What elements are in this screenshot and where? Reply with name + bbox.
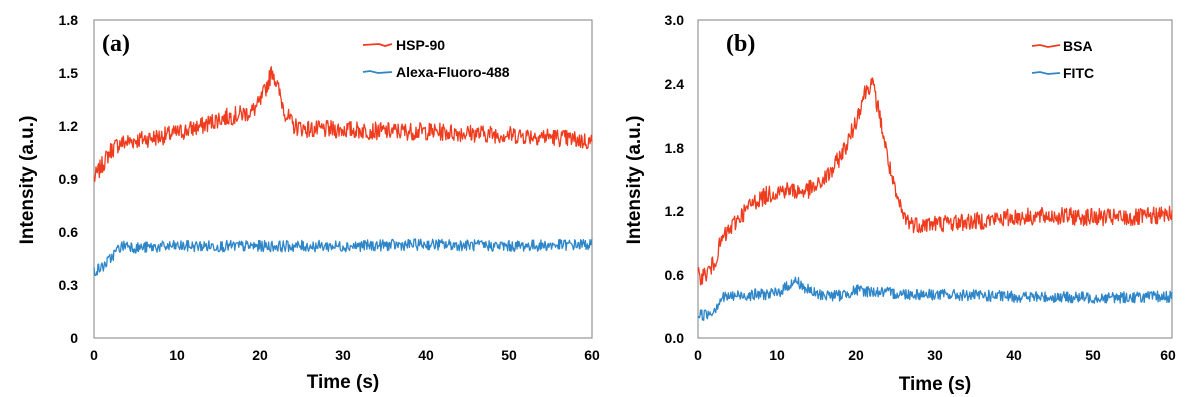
y-tick-label: 1.8 [59, 12, 79, 28]
legend-label-bsa: BSA [1063, 38, 1093, 54]
y-tick-label: 1.2 [665, 203, 685, 219]
x-tick-label: 60 [584, 347, 600, 363]
x-tick-label: 10 [169, 347, 185, 363]
y-tick-label: 1.2 [59, 118, 79, 134]
series-group-a [93, 66, 593, 277]
y-tick-label: 1.5 [59, 65, 79, 81]
plot-area-b [697, 19, 1173, 339]
legend-swatch-fitc [1031, 71, 1061, 75]
x-tick-label: 50 [1085, 347, 1101, 363]
x-tick-label: 60 [1160, 347, 1176, 363]
plot-area-a [93, 19, 593, 339]
legend-swatch-alexa-fluoro-488 [362, 70, 393, 74]
y-tick-label: 0 [70, 330, 78, 346]
y-tick-label: 0.9 [59, 171, 79, 187]
series-line-hsp-90 [93, 66, 593, 183]
panel-label-b: (b) [726, 31, 755, 57]
x-tick-label: 30 [927, 347, 943, 363]
y-tick-label: 0.3 [59, 277, 79, 293]
y-tick-label: 0.0 [665, 330, 685, 346]
legend-swatch-bsa [1031, 44, 1061, 48]
x-tick-label: 0 [90, 347, 98, 363]
x-tick-label: 40 [1006, 347, 1022, 363]
legend-b: BSA FITC [1031, 38, 1094, 81]
x-tick-label: 40 [418, 347, 434, 363]
x-axis-title-b: Time (s) [899, 374, 972, 395]
y-ticks-b: 0.0 0.6 1.2 1.8 2.4 3.0 [665, 12, 685, 346]
y-tick-label: 2.4 [665, 76, 685, 92]
panel-label-a: (a) [102, 31, 130, 57]
y-tick-label: 0.6 [665, 267, 685, 283]
legend-label-hsp-90: HSP-90 [396, 37, 445, 53]
legend-a: HSP-90 Alexa-Fluoro-488 [362, 37, 510, 80]
legend-label-alexa-fluoro-488: Alexa-Fluoro-488 [396, 64, 510, 80]
legend-label-fitc: FITC [1063, 65, 1094, 81]
y-tick-label: 3.0 [665, 12, 685, 28]
x-tick-label: 20 [848, 347, 864, 363]
x-tick-label: 30 [335, 347, 351, 363]
panel-b: 0.0 0.6 1.2 1.8 2.4 3.0 0 10 20 30 40 50… [624, 12, 1176, 395]
x-axis-title-a: Time (s) [307, 372, 380, 393]
series-group-b [697, 77, 1173, 321]
x-tick-label: 0 [694, 347, 702, 363]
x-tick-label: 20 [252, 347, 268, 363]
series-line-alexa-fluoro-488 [93, 238, 593, 277]
legend-swatch-hsp-90 [362, 43, 393, 47]
x-tick-label: 50 [501, 347, 517, 363]
y-tick-label: 1.8 [665, 140, 685, 156]
y-ticks-a: 0 0.3 0.6 0.9 1.2 1.5 1.8 [59, 12, 79, 346]
series-line-bsa [697, 77, 1173, 286]
panel-a: 0 0.3 0.6 0.9 1.2 1.5 1.8 0 10 20 30 40 … [17, 12, 600, 393]
y-tick-label: 0.6 [59, 224, 79, 240]
x-tick-label: 10 [769, 347, 785, 363]
y-axis-title-a: Intensity (a.u.) [17, 116, 38, 245]
series-line-fitc [697, 276, 1173, 321]
x-ticks-b: 0 10 20 30 40 50 60 [694, 347, 1176, 363]
y-axis-title-b: Intensity (a.u.) [624, 116, 645, 245]
x-ticks-a: 0 10 20 30 40 50 60 [90, 347, 600, 363]
